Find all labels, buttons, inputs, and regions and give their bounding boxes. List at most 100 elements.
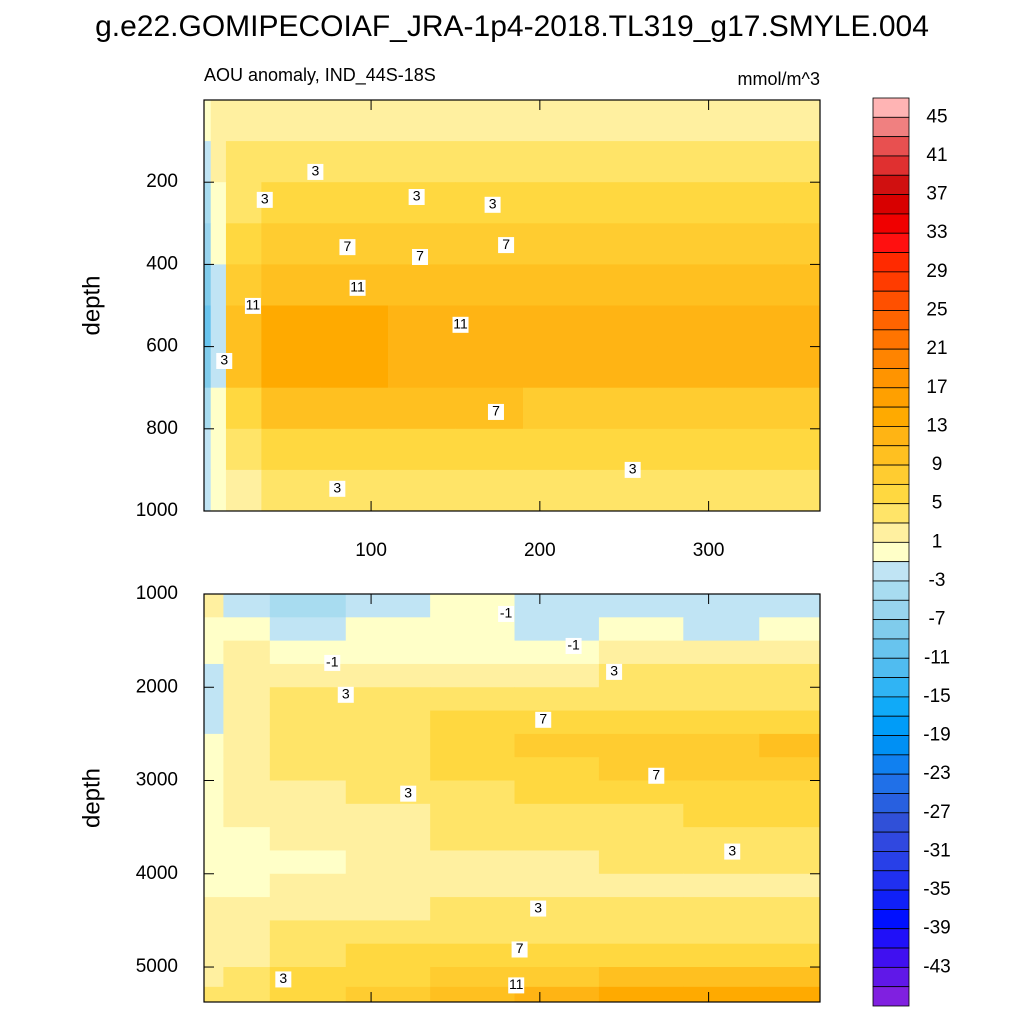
- y-tick-label: 3000: [136, 770, 178, 791]
- field-cell: [320, 100, 389, 142]
- field-cell: [514, 710, 600, 735]
- field-cell: [430, 967, 516, 988]
- field-cell: [759, 710, 821, 735]
- field-cell: [204, 780, 224, 805]
- field-cell: [522, 305, 591, 348]
- field-cell: [759, 873, 821, 898]
- field-cell: [223, 873, 271, 898]
- field-cell: [387, 387, 456, 430]
- field-cell: [759, 850, 821, 875]
- colorbar-box: [872, 483, 910, 505]
- field-cell: [598, 640, 684, 665]
- field-cell: [522, 346, 591, 389]
- contour-label: 7: [539, 711, 547, 727]
- contour-label-bg: [511, 941, 528, 958]
- field-cell: [210, 387, 227, 430]
- field-cell: [387, 469, 456, 512]
- field-cell: [598, 733, 684, 758]
- field-cell: [269, 594, 347, 618]
- field-cell: [455, 264, 524, 306]
- field-cell: [683, 640, 760, 665]
- colorbar-tick-label: -43: [923, 956, 950, 977]
- field-cell: [430, 986, 516, 1003]
- field-cell: [590, 305, 659, 348]
- colorbar-box: [872, 870, 910, 891]
- field-cell: [522, 100, 591, 142]
- field-cell: [204, 223, 212, 265]
- colorbar-box: [872, 773, 910, 794]
- field-cell: [598, 617, 684, 642]
- contour-label-bg: [400, 785, 417, 802]
- field-cell: [598, 986, 684, 1003]
- field-cell: [784, 346, 821, 389]
- field-cell: [204, 757, 224, 782]
- field-cell: [345, 663, 431, 688]
- field-cell: [223, 663, 271, 688]
- colorbar-box: [872, 619, 910, 640]
- field-cell: [514, 873, 600, 898]
- y-axis-label: depth: [78, 275, 105, 335]
- field-cell: [261, 100, 321, 142]
- contour-label-bg: [484, 196, 501, 213]
- colorbar-box: [872, 329, 910, 350]
- colorbar-box: [872, 599, 910, 621]
- colorbar-box: [872, 657, 910, 678]
- contour-label-bg: [349, 279, 366, 296]
- colorbar-box: [872, 194, 910, 215]
- field-cell: [598, 873, 684, 898]
- field-cell: [683, 733, 760, 758]
- contour-label: 3: [489, 196, 497, 212]
- field-cell: [345, 803, 431, 828]
- field-cell: [345, 873, 431, 898]
- y-tick-label: 200: [146, 171, 178, 192]
- field-cell: [430, 710, 516, 735]
- field-cell: [320, 387, 389, 430]
- colorbar-box: [872, 851, 910, 872]
- x-tick-label: 200: [524, 540, 556, 561]
- field-cell: [387, 428, 456, 471]
- field-cell: [430, 617, 516, 642]
- field-cell: [223, 920, 271, 945]
- contour-label: 7: [344, 238, 352, 254]
- field-cell: [223, 733, 271, 758]
- field-cell: [225, 387, 262, 430]
- contour-label: 11: [246, 297, 261, 313]
- contour-label-bg: [724, 843, 741, 860]
- field-cell: [204, 943, 224, 968]
- colorbar-box: [872, 793, 910, 814]
- field-cell: [204, 387, 212, 430]
- field-cell: [683, 757, 760, 782]
- field-cell: [210, 428, 227, 471]
- plot-frame: [203, 593, 821, 1003]
- contour-label-bg: [307, 163, 324, 180]
- contour-label-bg: [530, 900, 547, 917]
- contour-label: 3: [629, 461, 637, 477]
- contour-label: 7: [502, 236, 510, 252]
- colorbar-box: [872, 696, 910, 717]
- field-cell: [269, 757, 347, 782]
- contour-label-bg: [452, 316, 469, 333]
- y-tick-label: 1000: [136, 500, 178, 521]
- field-cell: [204, 967, 224, 988]
- field-cell: [345, 986, 431, 1003]
- field-cell: [522, 141, 591, 183]
- field-cell: [598, 920, 684, 945]
- contour-label: -1: [500, 605, 513, 621]
- field-cell: [204, 710, 224, 735]
- field-cell: [320, 346, 389, 389]
- field-cell: [430, 873, 516, 898]
- field-cell: [345, 827, 431, 851]
- field-cell: [683, 920, 760, 945]
- field-cell: [455, 141, 524, 183]
- field-cell: [598, 594, 684, 618]
- field-cell: [269, 827, 347, 851]
- y-tick-label: 2000: [136, 676, 178, 697]
- colorbar-box: [872, 677, 910, 698]
- field-cell: [455, 100, 524, 142]
- colorbar-box: [872, 310, 910, 331]
- field-cell: [430, 780, 516, 805]
- field-cell: [345, 897, 431, 921]
- colorbar-box: [872, 580, 910, 601]
- colorbar-tick-label: 21: [926, 338, 947, 359]
- field-cell: [784, 469, 821, 512]
